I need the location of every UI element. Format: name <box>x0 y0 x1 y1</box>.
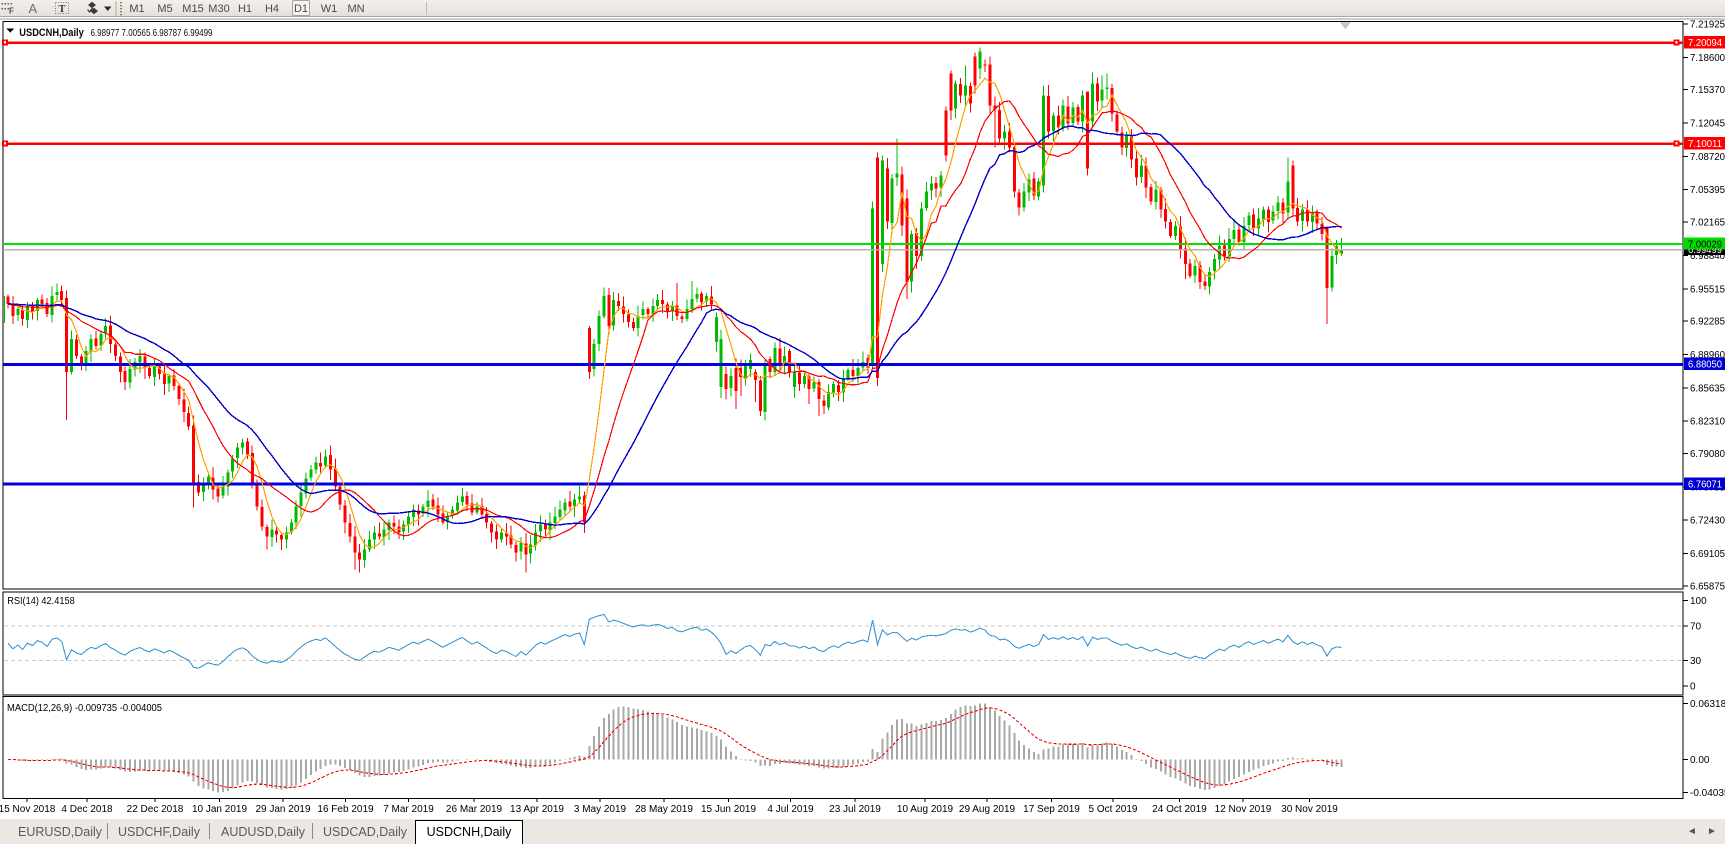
svg-text:7 Mar 2019: 7 Mar 2019 <box>383 804 434 815</box>
svg-text:13 Apr 2019: 13 Apr 2019 <box>510 804 564 815</box>
svg-text:10 Aug 2019: 10 Aug 2019 <box>897 804 954 815</box>
svg-text:RSI(14) 42.4158: RSI(14) 42.4158 <box>7 596 75 607</box>
svg-text:3 May 2019: 3 May 2019 <box>574 804 627 815</box>
svg-text:6.98977 7.00565 6.98787 6.9949: 6.98977 7.00565 6.98787 6.99499 <box>91 27 213 39</box>
svg-text:4 Jul 2019: 4 Jul 2019 <box>767 804 814 815</box>
svg-text:7.21925: 7.21925 <box>1690 20 1725 31</box>
svg-text:15 Jun 2019: 15 Jun 2019 <box>701 804 756 815</box>
svg-text:70: 70 <box>1690 622 1702 633</box>
svg-text:MN: MN <box>347 3 364 15</box>
svg-text:0.063184: 0.063184 <box>1690 699 1725 710</box>
svg-text:F: F <box>9 7 14 16</box>
svg-text:H4: H4 <box>265 3 279 15</box>
svg-text:7.10011: 7.10011 <box>1688 139 1722 150</box>
svg-text:T: T <box>59 4 66 15</box>
svg-text:12 Nov 2019: 12 Nov 2019 <box>1215 804 1272 815</box>
svg-text:7.00029: 7.00029 <box>1688 239 1722 250</box>
svg-text:M15: M15 <box>182 3 203 15</box>
svg-text:6.95515: 6.95515 <box>1690 284 1725 295</box>
svg-text:D1: D1 <box>294 3 308 15</box>
svg-text:24 Oct 2019: 24 Oct 2019 <box>1152 804 1207 815</box>
svg-text:28 May 2019: 28 May 2019 <box>635 804 693 815</box>
svg-text:6.99499: 6.99499 <box>1688 245 1722 256</box>
svg-text:30: 30 <box>1690 656 1702 667</box>
svg-text:0.00: 0.00 <box>1690 755 1710 766</box>
svg-text:6.88960: 6.88960 <box>1690 350 1725 361</box>
svg-text:7.20094: 7.20094 <box>1688 38 1722 49</box>
svg-text:A: A <box>29 1 38 16</box>
svg-text:-0.040355: -0.040355 <box>1690 788 1725 799</box>
svg-text:100: 100 <box>1690 596 1707 607</box>
svg-text:6.69105: 6.69105 <box>1690 549 1725 560</box>
svg-text:H1: H1 <box>238 3 252 15</box>
svg-text:7.15370: 7.15370 <box>1690 85 1725 96</box>
svg-text:7.18600: 7.18600 <box>1690 53 1725 64</box>
svg-text:10 Jan 2019: 10 Jan 2019 <box>192 804 247 815</box>
svg-text:6.98840: 6.98840 <box>1690 251 1725 262</box>
svg-text:7.08720: 7.08720 <box>1690 152 1725 163</box>
svg-text:6.82310: 6.82310 <box>1690 417 1725 428</box>
svg-text:5 Oct 2019: 5 Oct 2019 <box>1089 804 1138 815</box>
svg-text:M5: M5 <box>157 3 172 15</box>
svg-text:6.65875: 6.65875 <box>1690 581 1725 592</box>
svg-text:6.92285: 6.92285 <box>1690 317 1725 328</box>
svg-text:USDCNH,Daily: USDCNH,Daily <box>19 27 84 39</box>
svg-text:29 Aug 2019: 29 Aug 2019 <box>959 804 1016 815</box>
svg-text:7.02165: 7.02165 <box>1690 218 1725 229</box>
svg-text:15 Nov 2018: 15 Nov 2018 <box>0 804 56 815</box>
svg-text:6.88050: 6.88050 <box>1688 359 1722 370</box>
svg-text:29 Jan 2019: 29 Jan 2019 <box>255 804 310 815</box>
svg-text:0: 0 <box>1690 682 1696 693</box>
svg-text:7.05395: 7.05395 <box>1690 185 1725 196</box>
svg-text:MACD(12,26,9) -0.009735 -0.004: MACD(12,26,9) -0.009735 -0.004005 <box>7 703 162 714</box>
svg-text:M1: M1 <box>129 3 144 15</box>
svg-text:6.76071: 6.76071 <box>1688 480 1722 491</box>
svg-text:M30: M30 <box>208 3 229 15</box>
svg-text:6.72430: 6.72430 <box>1690 516 1725 527</box>
svg-text:W1: W1 <box>321 3 338 15</box>
svg-text:16 Feb 2019: 16 Feb 2019 <box>317 804 374 815</box>
svg-text:17 Sep 2019: 17 Sep 2019 <box>1023 804 1080 815</box>
svg-text:23 Jul 2019: 23 Jul 2019 <box>829 804 881 815</box>
svg-text:6.79080: 6.79080 <box>1690 449 1725 460</box>
svg-text:26 Mar 2019: 26 Mar 2019 <box>446 804 503 815</box>
svg-text:7.12045: 7.12045 <box>1690 119 1725 130</box>
svg-text:6.85635: 6.85635 <box>1690 383 1725 394</box>
svg-text:4 Dec 2018: 4 Dec 2018 <box>61 804 113 815</box>
svg-text:30 Nov 2019: 30 Nov 2019 <box>1281 804 1338 815</box>
svg-text:22 Dec 2018: 22 Dec 2018 <box>127 804 184 815</box>
